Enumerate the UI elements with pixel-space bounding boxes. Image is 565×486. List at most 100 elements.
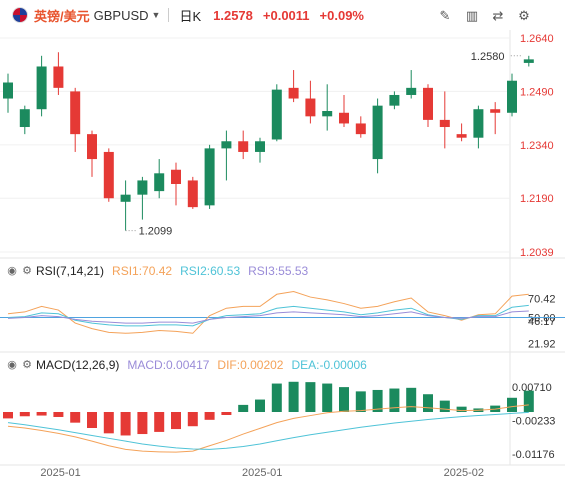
candle-body [53, 66, 64, 88]
x-tick-label: 2025-02 [444, 467, 484, 479]
rsi-title: RSI(7,14,21) [36, 264, 105, 278]
last-price: 1.2578 [213, 7, 253, 23]
x-tick-label: 2025-01 [242, 467, 282, 479]
macd-bar [187, 412, 198, 427]
candle-body [490, 109, 501, 113]
macd-title: MACD(12,26,9) [36, 358, 120, 372]
macd-bar [339, 387, 349, 412]
macd-bar [406, 387, 417, 412]
y-tick-label: 1.2490 [520, 86, 554, 98]
macd-bar [53, 412, 64, 417]
candle-body [154, 173, 165, 192]
price-change-pct: +0.09% [319, 7, 364, 23]
macd-tick-label: 0.00710 [512, 382, 552, 394]
candle-body [523, 59, 534, 63]
divider [168, 8, 170, 22]
macd-bar [389, 388, 400, 412]
indicator-icon[interactable]: ▥ [465, 8, 479, 23]
price-change: +0.0011 [262, 7, 310, 23]
macd-line-dea [7, 411, 529, 450]
y-tick-label: 1.2039 [520, 247, 554, 259]
candle-body [406, 87, 417, 95]
macd-bar [120, 412, 131, 436]
candle-body [171, 169, 181, 184]
candle-body [305, 98, 316, 117]
chevron-down-icon[interactable]: ▼ [151, 10, 161, 20]
macd-bar [137, 412, 148, 435]
candle-body [423, 87, 433, 120]
macd-bar [103, 412, 114, 434]
candle-body [389, 94, 400, 106]
candle-body [3, 82, 13, 99]
macd-bar [523, 390, 534, 412]
pair-symbol[interactable]: GBPUSD [93, 7, 149, 23]
candle-body [372, 105, 383, 160]
candle-body [473, 109, 484, 138]
candle-body [120, 194, 131, 202]
eye-icon[interactable]: ◉ [7, 359, 17, 371]
candle-body [19, 109, 30, 128]
macd-bar [221, 412, 232, 415]
rsi-tick-label: 50.00 [528, 313, 556, 325]
rsi-tick-label: 70.42 [528, 294, 556, 306]
macd-legend: ◉ ⚙ MACD(12,26,9) MACD:0.00417 DIF:0.002… [6, 358, 367, 372]
rsi1-label: RSI1:70.42 [112, 264, 173, 278]
candle-body [238, 141, 249, 152]
macd-bar [171, 412, 181, 430]
macd-bar [70, 412, 81, 423]
macd-bar [255, 399, 265, 412]
gear-icon[interactable]: ⚙ [22, 359, 32, 371]
candle-body [103, 151, 114, 199]
candle-body [288, 87, 299, 99]
macd-bar [456, 406, 467, 412]
macd-bar [3, 412, 13, 419]
macd-bar [19, 412, 30, 417]
macd-bar [305, 382, 316, 412]
candle-body [271, 89, 282, 140]
macd-bar [322, 383, 333, 412]
high-price-label: 1.2580 [471, 51, 505, 63]
macd-bar [36, 412, 47, 416]
pair-name-cn[interactable]: 英镑/美元 [34, 8, 90, 24]
candle-body [339, 112, 349, 124]
candle-body [221, 141, 232, 149]
draw-tool-icon[interactable]: ✎ [439, 8, 451, 23]
candle-body [87, 134, 97, 160]
timeframe-selector[interactable]: 日K [179, 8, 202, 24]
gear-icon[interactable]: ⚙ [22, 265, 32, 277]
settings-icon[interactable]: ⚙ [518, 8, 530, 23]
toolbar: 英镑/美元 GBPUSD ▼ 日K 1.2578 +0.0011 +0.09% [0, 0, 565, 30]
macd-bar [439, 400, 450, 412]
x-tick-label: 2025-01 [40, 467, 80, 479]
macd-bar [154, 412, 165, 432]
candle-body [137, 180, 148, 195]
rsi-tick-label: 46.17 [528, 316, 556, 328]
compare-icon[interactable]: ⇄ [492, 8, 504, 23]
rsi-legend: ◉ ⚙ RSI(7,14,21) RSI1:70.42 RSI2:60.53 R… [6, 264, 308, 278]
macd-tick-label: -0.00233 [512, 415, 555, 427]
macd-bar [204, 412, 215, 420]
rsi-line-rsi3 [7, 310, 529, 324]
rsi-tick-label: 21.92 [528, 339, 556, 351]
macd-line-dif [7, 404, 529, 453]
candle-body [204, 148, 215, 206]
macd-bar [271, 383, 282, 412]
rsi-line-rsi2 [7, 304, 529, 327]
macd-bar [355, 391, 366, 412]
rsi-line-rsi1 [7, 290, 529, 334]
flag-icon [12, 7, 28, 23]
candle-body [187, 180, 198, 208]
y-tick-label: 1.2640 [520, 33, 554, 45]
y-tick-label: 1.2190 [520, 193, 554, 205]
macd-bar [507, 397, 517, 412]
eye-icon[interactable]: ◉ [7, 265, 17, 277]
macd-label: MACD:0.00417 [127, 358, 210, 372]
candle-body [439, 119, 450, 128]
macd-bar [423, 394, 433, 412]
dif-label: DIF:0.00202 [217, 358, 284, 372]
low-price-label: 1.2099 [139, 226, 173, 238]
candle-body [507, 80, 517, 113]
macd-tick-label: -0.01176 [512, 449, 555, 461]
macd-bar [238, 404, 249, 412]
